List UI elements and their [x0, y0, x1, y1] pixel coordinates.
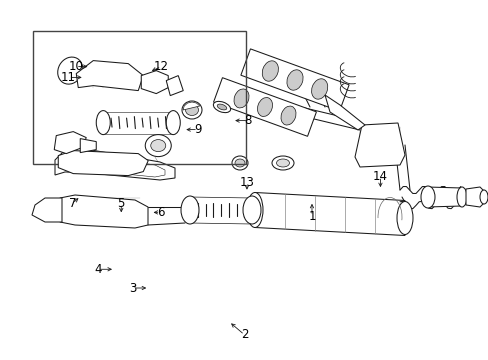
- Text: 6: 6: [156, 206, 164, 219]
- Text: 1: 1: [307, 210, 315, 222]
- Polygon shape: [32, 198, 62, 222]
- Ellipse shape: [182, 101, 202, 119]
- Ellipse shape: [286, 70, 303, 90]
- Ellipse shape: [281, 106, 295, 125]
- Ellipse shape: [217, 104, 226, 110]
- Text: 13: 13: [239, 176, 254, 189]
- Ellipse shape: [185, 104, 198, 116]
- Text: 5: 5: [117, 197, 125, 210]
- Polygon shape: [183, 102, 200, 110]
- Ellipse shape: [262, 61, 278, 81]
- Polygon shape: [58, 150, 148, 176]
- Ellipse shape: [246, 193, 263, 228]
- Polygon shape: [80, 139, 96, 153]
- Ellipse shape: [420, 186, 434, 208]
- Text: 2: 2: [240, 328, 248, 341]
- Ellipse shape: [96, 111, 110, 135]
- Ellipse shape: [234, 89, 248, 108]
- Polygon shape: [241, 49, 348, 111]
- Text: 10: 10: [68, 60, 83, 73]
- Ellipse shape: [479, 190, 487, 204]
- Polygon shape: [426, 187, 461, 207]
- Polygon shape: [213, 78, 316, 136]
- Polygon shape: [65, 153, 164, 177]
- Text: 14: 14: [372, 170, 387, 183]
- Ellipse shape: [235, 159, 244, 167]
- Text: 4: 4: [94, 263, 102, 276]
- Ellipse shape: [257, 98, 272, 117]
- Ellipse shape: [150, 140, 165, 152]
- Polygon shape: [54, 132, 86, 154]
- Polygon shape: [465, 187, 483, 207]
- Polygon shape: [55, 148, 175, 180]
- Polygon shape: [325, 95, 364, 130]
- Ellipse shape: [231, 156, 247, 170]
- Ellipse shape: [181, 196, 199, 224]
- Ellipse shape: [396, 202, 412, 234]
- Ellipse shape: [276, 159, 289, 167]
- Text: 8: 8: [244, 114, 252, 127]
- Ellipse shape: [243, 196, 261, 224]
- Polygon shape: [141, 71, 168, 94]
- Bar: [33, 31, 245, 164]
- Text: 11: 11: [61, 71, 76, 84]
- Text: 12: 12: [154, 60, 168, 73]
- Polygon shape: [76, 60, 143, 91]
- Ellipse shape: [213, 102, 230, 113]
- Polygon shape: [254, 193, 404, 235]
- Ellipse shape: [58, 57, 82, 84]
- Text: 3: 3: [129, 282, 137, 294]
- Ellipse shape: [166, 111, 180, 135]
- Polygon shape: [166, 76, 183, 96]
- Text: 7: 7: [68, 197, 76, 210]
- Ellipse shape: [271, 156, 293, 170]
- Polygon shape: [60, 195, 148, 228]
- Ellipse shape: [456, 187, 466, 207]
- Polygon shape: [354, 123, 404, 167]
- Text: 9: 9: [194, 123, 202, 136]
- Ellipse shape: [311, 79, 327, 99]
- Ellipse shape: [145, 135, 171, 157]
